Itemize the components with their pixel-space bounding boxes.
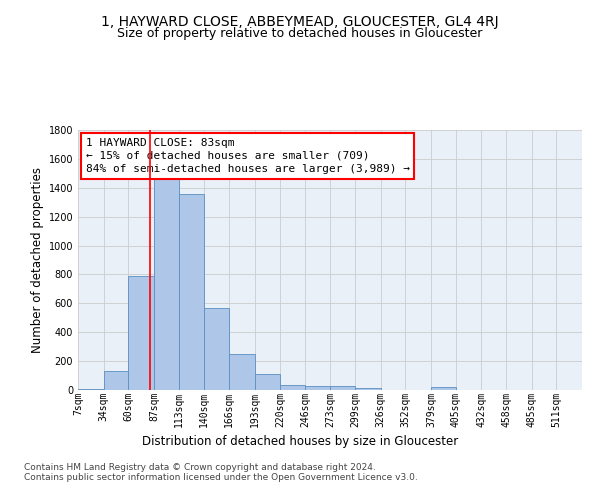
Bar	[204, 308, 229, 390]
Text: Size of property relative to detached houses in Gloucester: Size of property relative to detached ho…	[118, 28, 482, 40]
Bar	[355, 388, 381, 390]
Bar	[128, 276, 154, 390]
Bar	[254, 374, 280, 390]
Bar	[431, 387, 456, 390]
Bar	[104, 371, 128, 390]
Bar	[229, 354, 254, 390]
Bar	[179, 194, 204, 390]
Bar	[305, 386, 331, 390]
Bar	[280, 385, 305, 390]
Text: Distribution of detached houses by size in Gloucester: Distribution of detached houses by size …	[142, 435, 458, 448]
Text: 1 HAYWARD CLOSE: 83sqm
← 15% of detached houses are smaller (709)
84% of semi-de: 1 HAYWARD CLOSE: 83sqm ← 15% of detached…	[86, 138, 410, 174]
Text: 1, HAYWARD CLOSE, ABBEYMEAD, GLOUCESTER, GL4 4RJ: 1, HAYWARD CLOSE, ABBEYMEAD, GLOUCESTER,…	[101, 15, 499, 29]
Bar	[154, 179, 179, 390]
Bar	[331, 386, 355, 390]
Y-axis label: Number of detached properties: Number of detached properties	[31, 167, 44, 353]
Bar	[78, 388, 104, 390]
Text: Contains HM Land Registry data © Crown copyright and database right 2024.
Contai: Contains HM Land Registry data © Crown c…	[24, 462, 418, 482]
